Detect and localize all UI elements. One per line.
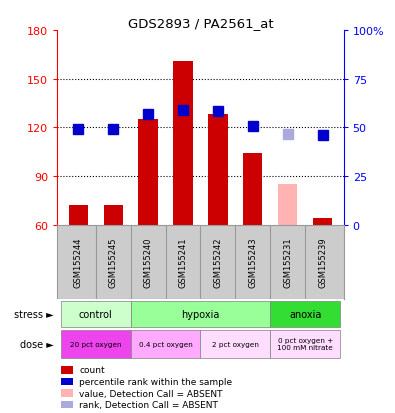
Bar bbox=[173, 62, 193, 225]
Text: 0 pct oxygen +
100 mM nitrate: 0 pct oxygen + 100 mM nitrate bbox=[277, 337, 333, 350]
Text: hypoxia: hypoxia bbox=[181, 309, 220, 319]
Text: stress ►: stress ► bbox=[14, 309, 53, 319]
Text: GSM155242: GSM155242 bbox=[213, 237, 222, 287]
Text: 0.4 pct oxygen: 0.4 pct oxygen bbox=[139, 341, 192, 347]
Bar bbox=[61, 330, 131, 358]
Bar bbox=[313, 218, 332, 225]
Text: count: count bbox=[79, 366, 105, 375]
Bar bbox=[270, 301, 340, 327]
Bar bbox=[139, 120, 158, 225]
Bar bbox=[278, 185, 297, 225]
Text: 20 pct oxygen: 20 pct oxygen bbox=[70, 341, 121, 347]
Bar bbox=[208, 115, 228, 225]
Text: dose ►: dose ► bbox=[20, 339, 53, 349]
Text: GSM155241: GSM155241 bbox=[179, 237, 188, 287]
Title: GDS2893 / PA2561_at: GDS2893 / PA2561_at bbox=[128, 17, 273, 30]
Text: GSM155244: GSM155244 bbox=[74, 237, 83, 287]
Bar bbox=[131, 330, 201, 358]
Text: GSM155243: GSM155243 bbox=[248, 237, 258, 287]
Text: 2 pct oxygen: 2 pct oxygen bbox=[212, 341, 259, 347]
Bar bbox=[243, 154, 262, 225]
Text: GSM155231: GSM155231 bbox=[283, 237, 292, 287]
Bar bbox=[103, 206, 123, 225]
Text: GSM155239: GSM155239 bbox=[318, 237, 327, 287]
Bar bbox=[61, 301, 131, 327]
Bar bbox=[131, 301, 270, 327]
Text: value, Detection Call = ABSENT: value, Detection Call = ABSENT bbox=[79, 389, 222, 398]
Text: percentile rank within the sample: percentile rank within the sample bbox=[79, 377, 232, 386]
Text: rank, Detection Call = ABSENT: rank, Detection Call = ABSENT bbox=[79, 400, 218, 409]
Text: control: control bbox=[79, 309, 113, 319]
Text: anoxia: anoxia bbox=[289, 309, 322, 319]
Text: GSM155245: GSM155245 bbox=[109, 237, 118, 287]
Text: GSM155240: GSM155240 bbox=[143, 237, 152, 287]
Bar bbox=[270, 330, 340, 358]
Bar bbox=[69, 206, 88, 225]
Bar bbox=[201, 330, 270, 358]
